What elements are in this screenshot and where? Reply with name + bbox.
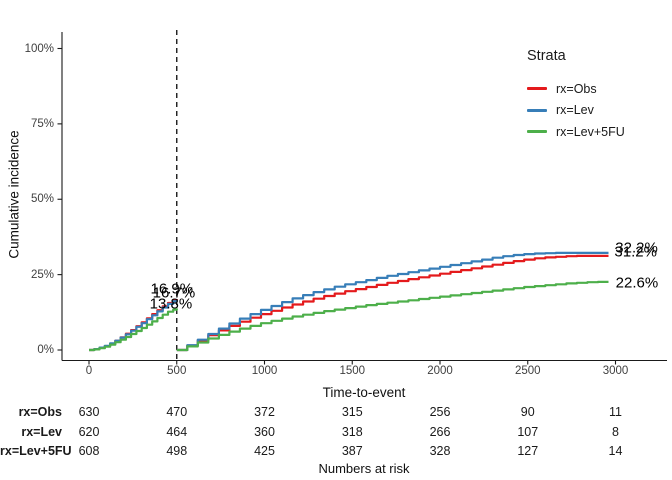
risk-value: 387 xyxy=(341,444,363,458)
incidence-label: 22.6% xyxy=(615,274,659,292)
y-tick-label: 50% xyxy=(30,193,54,206)
y-tick-label: 25% xyxy=(30,268,54,281)
risk-value: 470 xyxy=(166,405,188,419)
x-tick-label: 2000 xyxy=(427,365,453,377)
risk-value: 8 xyxy=(612,424,619,439)
legend-label: rx=Lev+5FU xyxy=(556,124,625,139)
risk-row-label: rx=Lev+5FU xyxy=(0,444,72,458)
legend-entries: rx=Obs rx=Lev rx=Lev+5FU xyxy=(527,78,625,143)
risk-value: 464 xyxy=(166,424,188,439)
risk-value: 425 xyxy=(254,444,275,458)
legend-line-swatch xyxy=(527,130,547,134)
legend-label: rx=Lev xyxy=(556,103,594,118)
risk-value: 127 xyxy=(517,444,539,458)
risk-value: 11 xyxy=(609,405,622,419)
x-tick-label: 2500 xyxy=(514,365,541,377)
risk-value: 256 xyxy=(429,405,451,419)
risk-value: 14 xyxy=(608,444,623,458)
risk-value: 107 xyxy=(517,424,539,439)
risk-value: 318 xyxy=(341,424,363,439)
y-tick-label: 0% xyxy=(37,344,54,356)
incidence-label: 13.8% xyxy=(149,295,193,313)
risk-value: 315 xyxy=(341,405,363,419)
x-tick-label: 3000 xyxy=(602,365,629,377)
curve-rx-obs-seg2 xyxy=(176,254,609,352)
risk-table-caption: Numbers at risk xyxy=(318,461,410,476)
y-tick-label: 75% xyxy=(30,117,54,130)
risk-row-label: rx=Obs xyxy=(18,405,62,419)
risk-value: 620 xyxy=(78,424,100,439)
legend-line-swatch xyxy=(527,108,547,112)
risk-value: 328 xyxy=(429,444,451,458)
incidence-label: 16.9% xyxy=(150,280,194,298)
legend-entry: rx=Obs xyxy=(527,78,625,100)
legend: Strata rx=Obs rx=Lev rx=Lev+5FU xyxy=(527,48,625,143)
risk-value: 498 xyxy=(166,444,188,458)
x-tick-label: 0 xyxy=(85,365,93,377)
x-tick-label: 500 xyxy=(167,365,187,377)
risk-value: 630 xyxy=(78,405,100,419)
legend-title: Strata xyxy=(527,48,566,64)
risk-value: 608 xyxy=(78,444,100,458)
incidence-label: 31.2% xyxy=(614,243,657,261)
legend-entry: rx=Lev xyxy=(527,100,625,122)
risk-row-label: rx=Lev xyxy=(21,424,62,439)
curve-rx-lev-5fu-seg1 xyxy=(89,308,178,352)
risk-value: 266 xyxy=(429,424,451,439)
risk-value: 90 xyxy=(520,405,535,419)
curve-rx-lev-5fu-seg2 xyxy=(176,280,609,352)
risk-value: 372 xyxy=(254,405,275,419)
incidence-label: 16.7% xyxy=(152,284,196,302)
legend-line-swatch xyxy=(527,87,547,91)
x-axis-title: Time-to-event xyxy=(322,385,406,400)
risk-value: 360 xyxy=(254,424,275,439)
x-tick-label: 1000 xyxy=(251,365,278,377)
y-tick-label: 100% xyxy=(24,42,54,55)
legend-entry: rx=Lev+5FU xyxy=(527,121,625,143)
curve-rx-lev-seg2 xyxy=(176,251,609,352)
legend-label: rx=Obs xyxy=(556,81,597,96)
x-tick-label: 1500 xyxy=(339,365,366,377)
incidence-label: 32.2% xyxy=(615,239,658,257)
